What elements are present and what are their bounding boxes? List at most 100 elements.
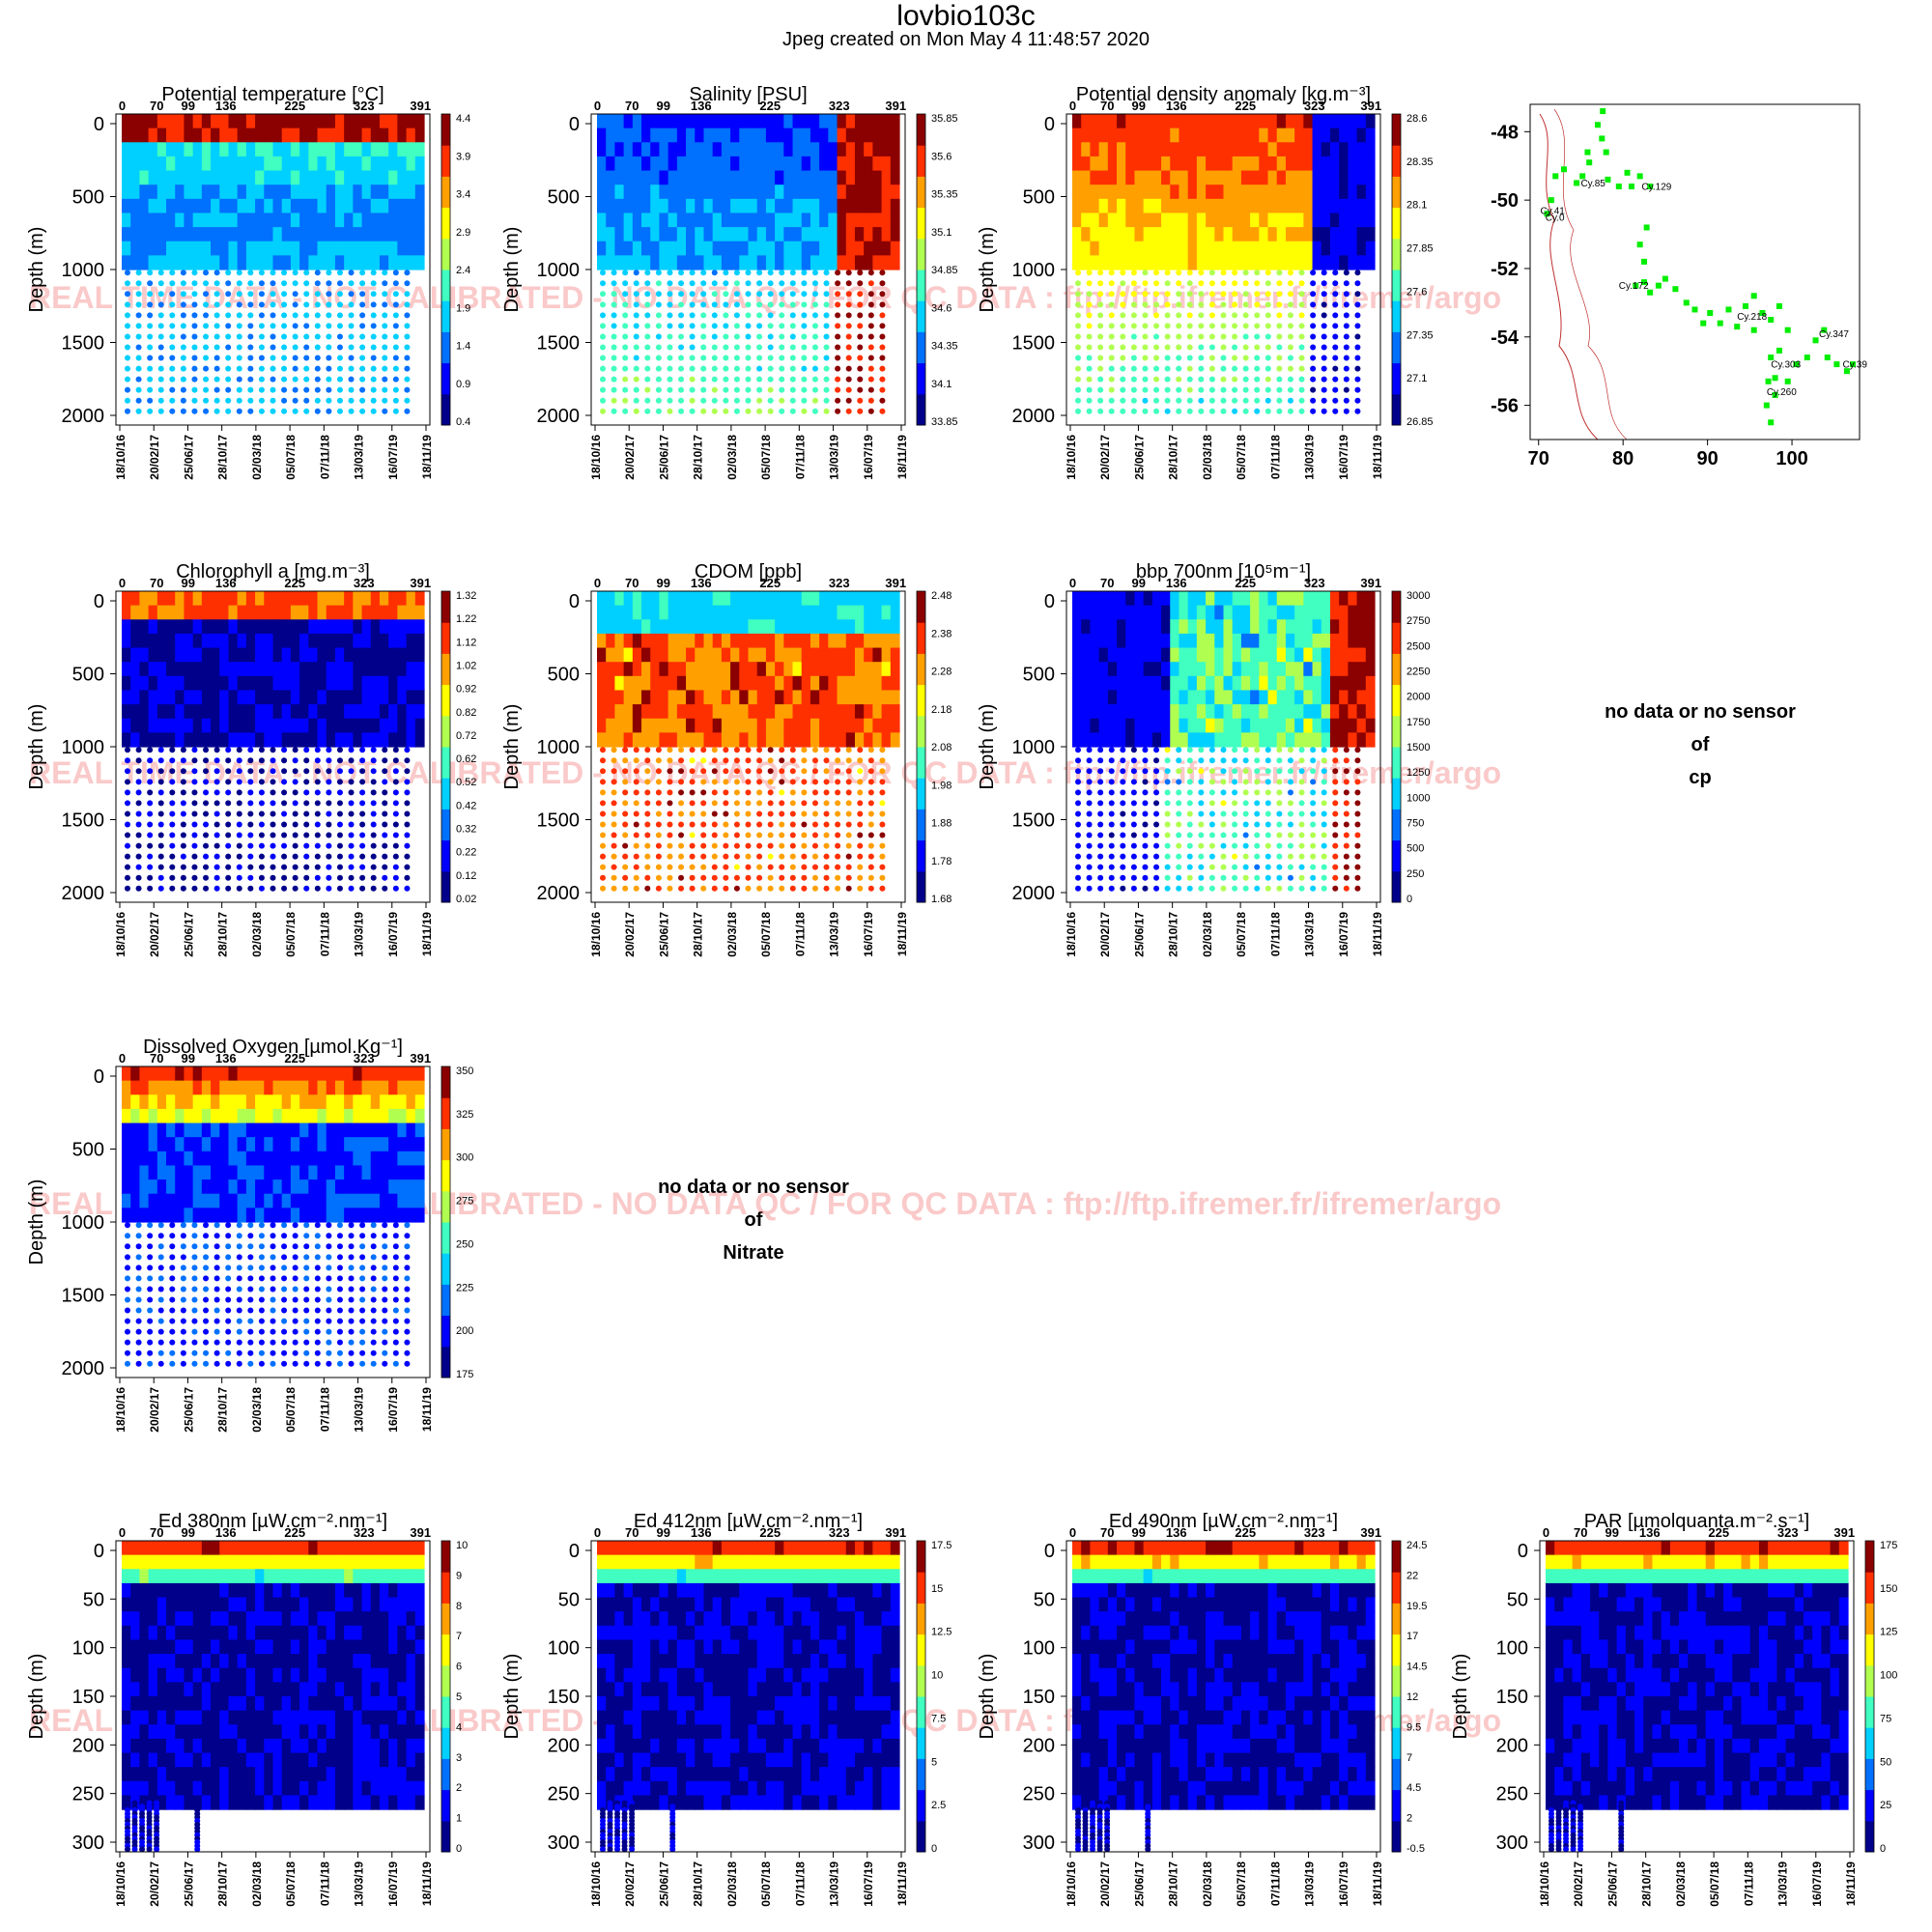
colorbar-tick-label: 34.6 bbox=[931, 302, 952, 314]
profile-point bbox=[1264, 333, 1271, 340]
heat-cell bbox=[864, 142, 873, 157]
heat-cell bbox=[317, 142, 327, 157]
heat-cell bbox=[712, 128, 723, 143]
heat-cell bbox=[641, 227, 651, 242]
heat-cell bbox=[1179, 241, 1189, 256]
heat-cell bbox=[623, 185, 634, 200]
profile-point bbox=[767, 821, 774, 828]
profile-point bbox=[326, 397, 332, 404]
heat-cell bbox=[1348, 142, 1358, 157]
profile-point bbox=[392, 386, 399, 393]
profile-point bbox=[1097, 864, 1104, 870]
heat-cell bbox=[864, 170, 873, 185]
heat-cell bbox=[353, 633, 363, 649]
heat-cell bbox=[272, 1066, 283, 1082]
heat-cell bbox=[614, 619, 625, 635]
heat-cell bbox=[739, 605, 750, 620]
profile-point bbox=[1242, 301, 1249, 308]
heat-cell bbox=[881, 241, 892, 256]
heat-cell bbox=[783, 633, 794, 649]
heat-cell bbox=[641, 591, 651, 607]
profile-point bbox=[835, 832, 841, 838]
heat-cell bbox=[1107, 633, 1118, 649]
profile-point bbox=[236, 323, 242, 329]
heat-cell bbox=[695, 591, 705, 607]
date-tick-label: 28/10/17 bbox=[216, 435, 230, 480]
heat-cell bbox=[1187, 128, 1198, 143]
heat-cell bbox=[245, 647, 256, 663]
heat-cell bbox=[872, 690, 883, 705]
profile-point bbox=[314, 874, 321, 881]
profile-point bbox=[314, 779, 321, 785]
heat-cell bbox=[1303, 675, 1314, 692]
profile-point bbox=[1354, 832, 1361, 838]
profile-point bbox=[169, 842, 176, 849]
heat-cell bbox=[1294, 255, 1304, 270]
profile-point bbox=[1254, 376, 1261, 383]
heat-cell bbox=[255, 142, 265, 157]
profile-point bbox=[1276, 853, 1283, 860]
profile-point bbox=[125, 821, 130, 828]
profile-point bbox=[1332, 355, 1339, 361]
heat-cell bbox=[1329, 732, 1340, 748]
profile-point bbox=[281, 747, 288, 753]
cycle-tick-label: 225 bbox=[1235, 99, 1256, 113]
profile-point bbox=[1354, 397, 1361, 404]
heat-cell bbox=[184, 662, 194, 677]
heat-cell bbox=[281, 185, 292, 200]
heat-cell bbox=[1312, 690, 1322, 705]
profile-point bbox=[303, 864, 310, 870]
profile-point bbox=[180, 355, 186, 361]
profile-point bbox=[1242, 386, 1249, 393]
heat-cell bbox=[1240, 633, 1251, 649]
heat-cell bbox=[1170, 213, 1180, 228]
heat-cell bbox=[166, 185, 176, 200]
heat-cell bbox=[1232, 142, 1242, 157]
profile-point bbox=[1332, 376, 1339, 383]
heat-cell bbox=[1151, 605, 1162, 620]
profile-point bbox=[700, 291, 707, 298]
heat-cell bbox=[1276, 619, 1287, 635]
heat-cell bbox=[1303, 198, 1314, 214]
heat-cell bbox=[308, 647, 319, 663]
profile-point bbox=[835, 800, 841, 807]
profile-point bbox=[236, 312, 242, 319]
profile-point bbox=[1120, 832, 1126, 838]
heat-cell bbox=[370, 198, 381, 214]
heat-cell bbox=[264, 142, 274, 157]
heat-cell bbox=[148, 1080, 158, 1095]
profile-point bbox=[326, 789, 332, 796]
heat-cell bbox=[695, 619, 705, 635]
heat-cell bbox=[397, 114, 408, 129]
heat-cell bbox=[712, 185, 723, 200]
heat-cell bbox=[721, 704, 731, 720]
profile-point bbox=[1343, 747, 1350, 753]
heat-cell bbox=[1276, 170, 1287, 185]
heat-cell bbox=[1098, 185, 1109, 200]
heat-cell bbox=[1303, 605, 1314, 620]
profile-point bbox=[247, 333, 254, 340]
heat-cell bbox=[184, 170, 194, 185]
heat-cell bbox=[414, 619, 425, 635]
heat-cell bbox=[810, 633, 820, 649]
profile-point bbox=[867, 885, 874, 892]
heat-cell bbox=[184, 1165, 194, 1180]
profile-point bbox=[823, 757, 830, 764]
heat-cell bbox=[890, 732, 900, 748]
cycle-tick-label: 225 bbox=[284, 576, 305, 590]
heat-cell bbox=[632, 156, 642, 172]
profile-point bbox=[392, 842, 399, 849]
profile-point bbox=[767, 747, 774, 753]
heat-cell bbox=[228, 1179, 239, 1195]
profile-point bbox=[180, 397, 186, 404]
profile-point bbox=[667, 365, 673, 372]
heat-cell bbox=[1294, 128, 1304, 143]
profile-point bbox=[835, 810, 841, 817]
heat-cell bbox=[184, 1122, 194, 1138]
profile-point bbox=[711, 874, 718, 881]
heat-cell bbox=[344, 690, 354, 705]
profile-point bbox=[1321, 333, 1327, 340]
heat-cell bbox=[192, 647, 203, 663]
heat-cell bbox=[156, 1108, 167, 1124]
heat-cell bbox=[801, 114, 811, 129]
